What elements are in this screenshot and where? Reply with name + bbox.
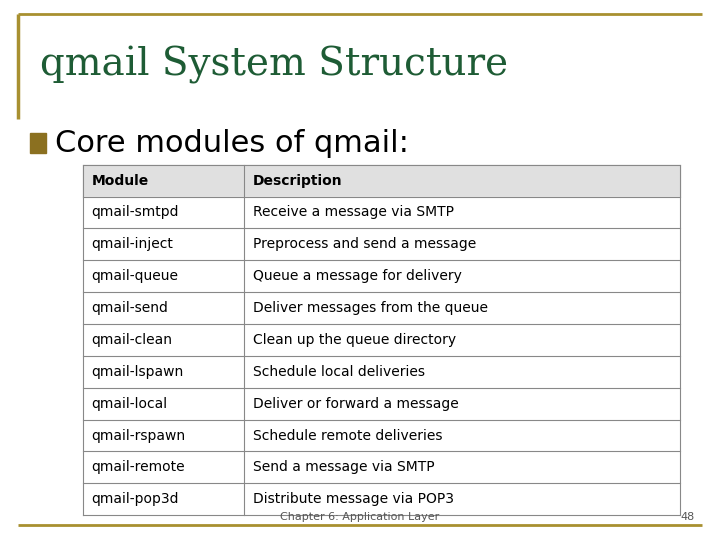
Bar — [83, 356, 680, 388]
Text: Deliver messages from the queue: Deliver messages from the queue — [253, 301, 487, 315]
Text: qmail-lspawn: qmail-lspawn — [91, 365, 184, 379]
Text: Queue a message for delivery: Queue a message for delivery — [253, 269, 462, 283]
Text: Chapter 6: Application Layer: Chapter 6: Application Layer — [280, 512, 440, 522]
Bar — [83, 451, 680, 483]
Bar — [83, 260, 680, 292]
Bar — [83, 483, 680, 515]
Text: Deliver or forward a message: Deliver or forward a message — [253, 397, 459, 410]
Bar — [83, 292, 680, 324]
Text: Preprocess and send a message: Preprocess and send a message — [253, 238, 476, 251]
Text: qmail-smtpd: qmail-smtpd — [91, 206, 179, 219]
Text: qmail-rspawn: qmail-rspawn — [91, 429, 186, 442]
Text: Distribute message via POP3: Distribute message via POP3 — [253, 492, 454, 506]
Text: qmail-inject: qmail-inject — [91, 238, 174, 251]
Text: qmail System Structure: qmail System Structure — [40, 46, 508, 84]
Bar — [83, 388, 680, 420]
Text: Module: Module — [91, 174, 149, 187]
Text: 48: 48 — [680, 512, 695, 522]
Text: qmail-pop3d: qmail-pop3d — [91, 492, 179, 506]
Text: qmail-local: qmail-local — [91, 397, 168, 410]
Bar — [83, 228, 680, 260]
Text: Clean up the queue directory: Clean up the queue directory — [253, 333, 456, 347]
Text: qmail-remote: qmail-remote — [91, 461, 185, 474]
Bar — [83, 324, 680, 356]
Bar — [83, 420, 680, 451]
Text: qmail-send: qmail-send — [91, 301, 168, 315]
Text: Schedule local deliveries: Schedule local deliveries — [253, 365, 425, 379]
Text: Receive a message via SMTP: Receive a message via SMTP — [253, 206, 454, 219]
Text: qmail-queue: qmail-queue — [91, 269, 179, 283]
Text: Schedule remote deliveries: Schedule remote deliveries — [253, 429, 442, 442]
Text: Core modules of qmail:: Core modules of qmail: — [55, 129, 408, 158]
Text: qmail-clean: qmail-clean — [91, 333, 173, 347]
Bar — [83, 165, 680, 197]
Text: Send a message via SMTP: Send a message via SMTP — [253, 461, 434, 474]
Bar — [83, 197, 680, 228]
Bar — [30, 133, 46, 153]
Text: Description: Description — [253, 174, 343, 187]
